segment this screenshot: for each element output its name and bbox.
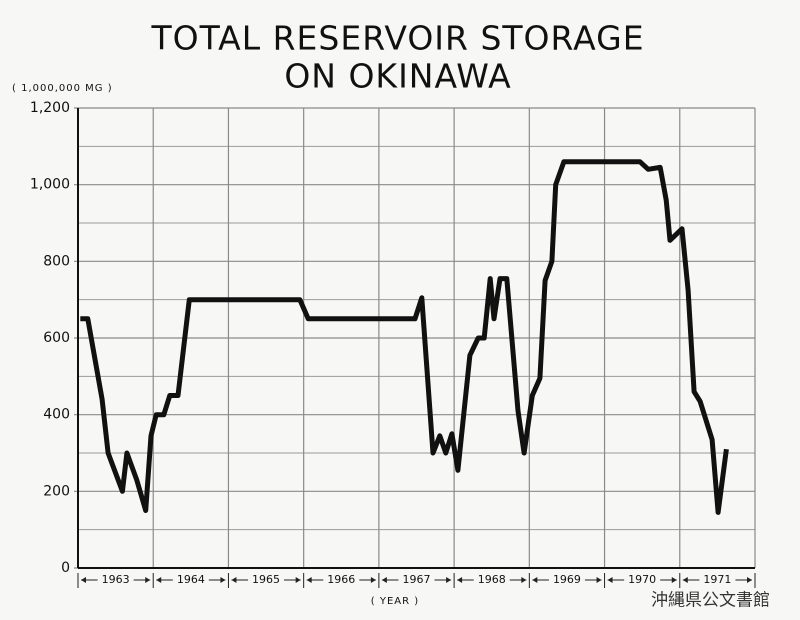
x-tick-label: 1965 (252, 573, 280, 586)
x-tick-label: 1967 (403, 573, 431, 586)
data-line (80, 159, 729, 515)
chart-title: ON OKINAWA (284, 57, 511, 96)
x-tick-label: 1970 (628, 573, 656, 586)
y-tick-label: 600 (43, 330, 70, 346)
x-tick-label: 1968 (478, 573, 506, 586)
x-tick-label: 1971 (703, 573, 731, 586)
x-tick-label: 1966 (327, 573, 355, 586)
y-tick-label: 200 (43, 483, 70, 499)
y-tick-label: 1,200 (30, 100, 70, 116)
y-axis-label: ( 1,000,000 MG ) (12, 83, 113, 94)
y-tick-label: 400 (43, 407, 70, 423)
x-tick-label: 1963 (102, 573, 130, 586)
x-tick-label: 1969 (553, 573, 581, 586)
y-tick-label: 1,000 (30, 177, 70, 193)
watermark: 沖縄県公文書館 (651, 591, 770, 611)
x-tick-label: 1964 (177, 573, 205, 586)
y-tick-label: 800 (43, 253, 70, 269)
y-tick-label: 0 (61, 560, 70, 576)
chart-title: TOTAL RESERVOIR STORAGE (150, 19, 644, 58)
x-axis-label: ( YEAR ) (371, 596, 419, 607)
